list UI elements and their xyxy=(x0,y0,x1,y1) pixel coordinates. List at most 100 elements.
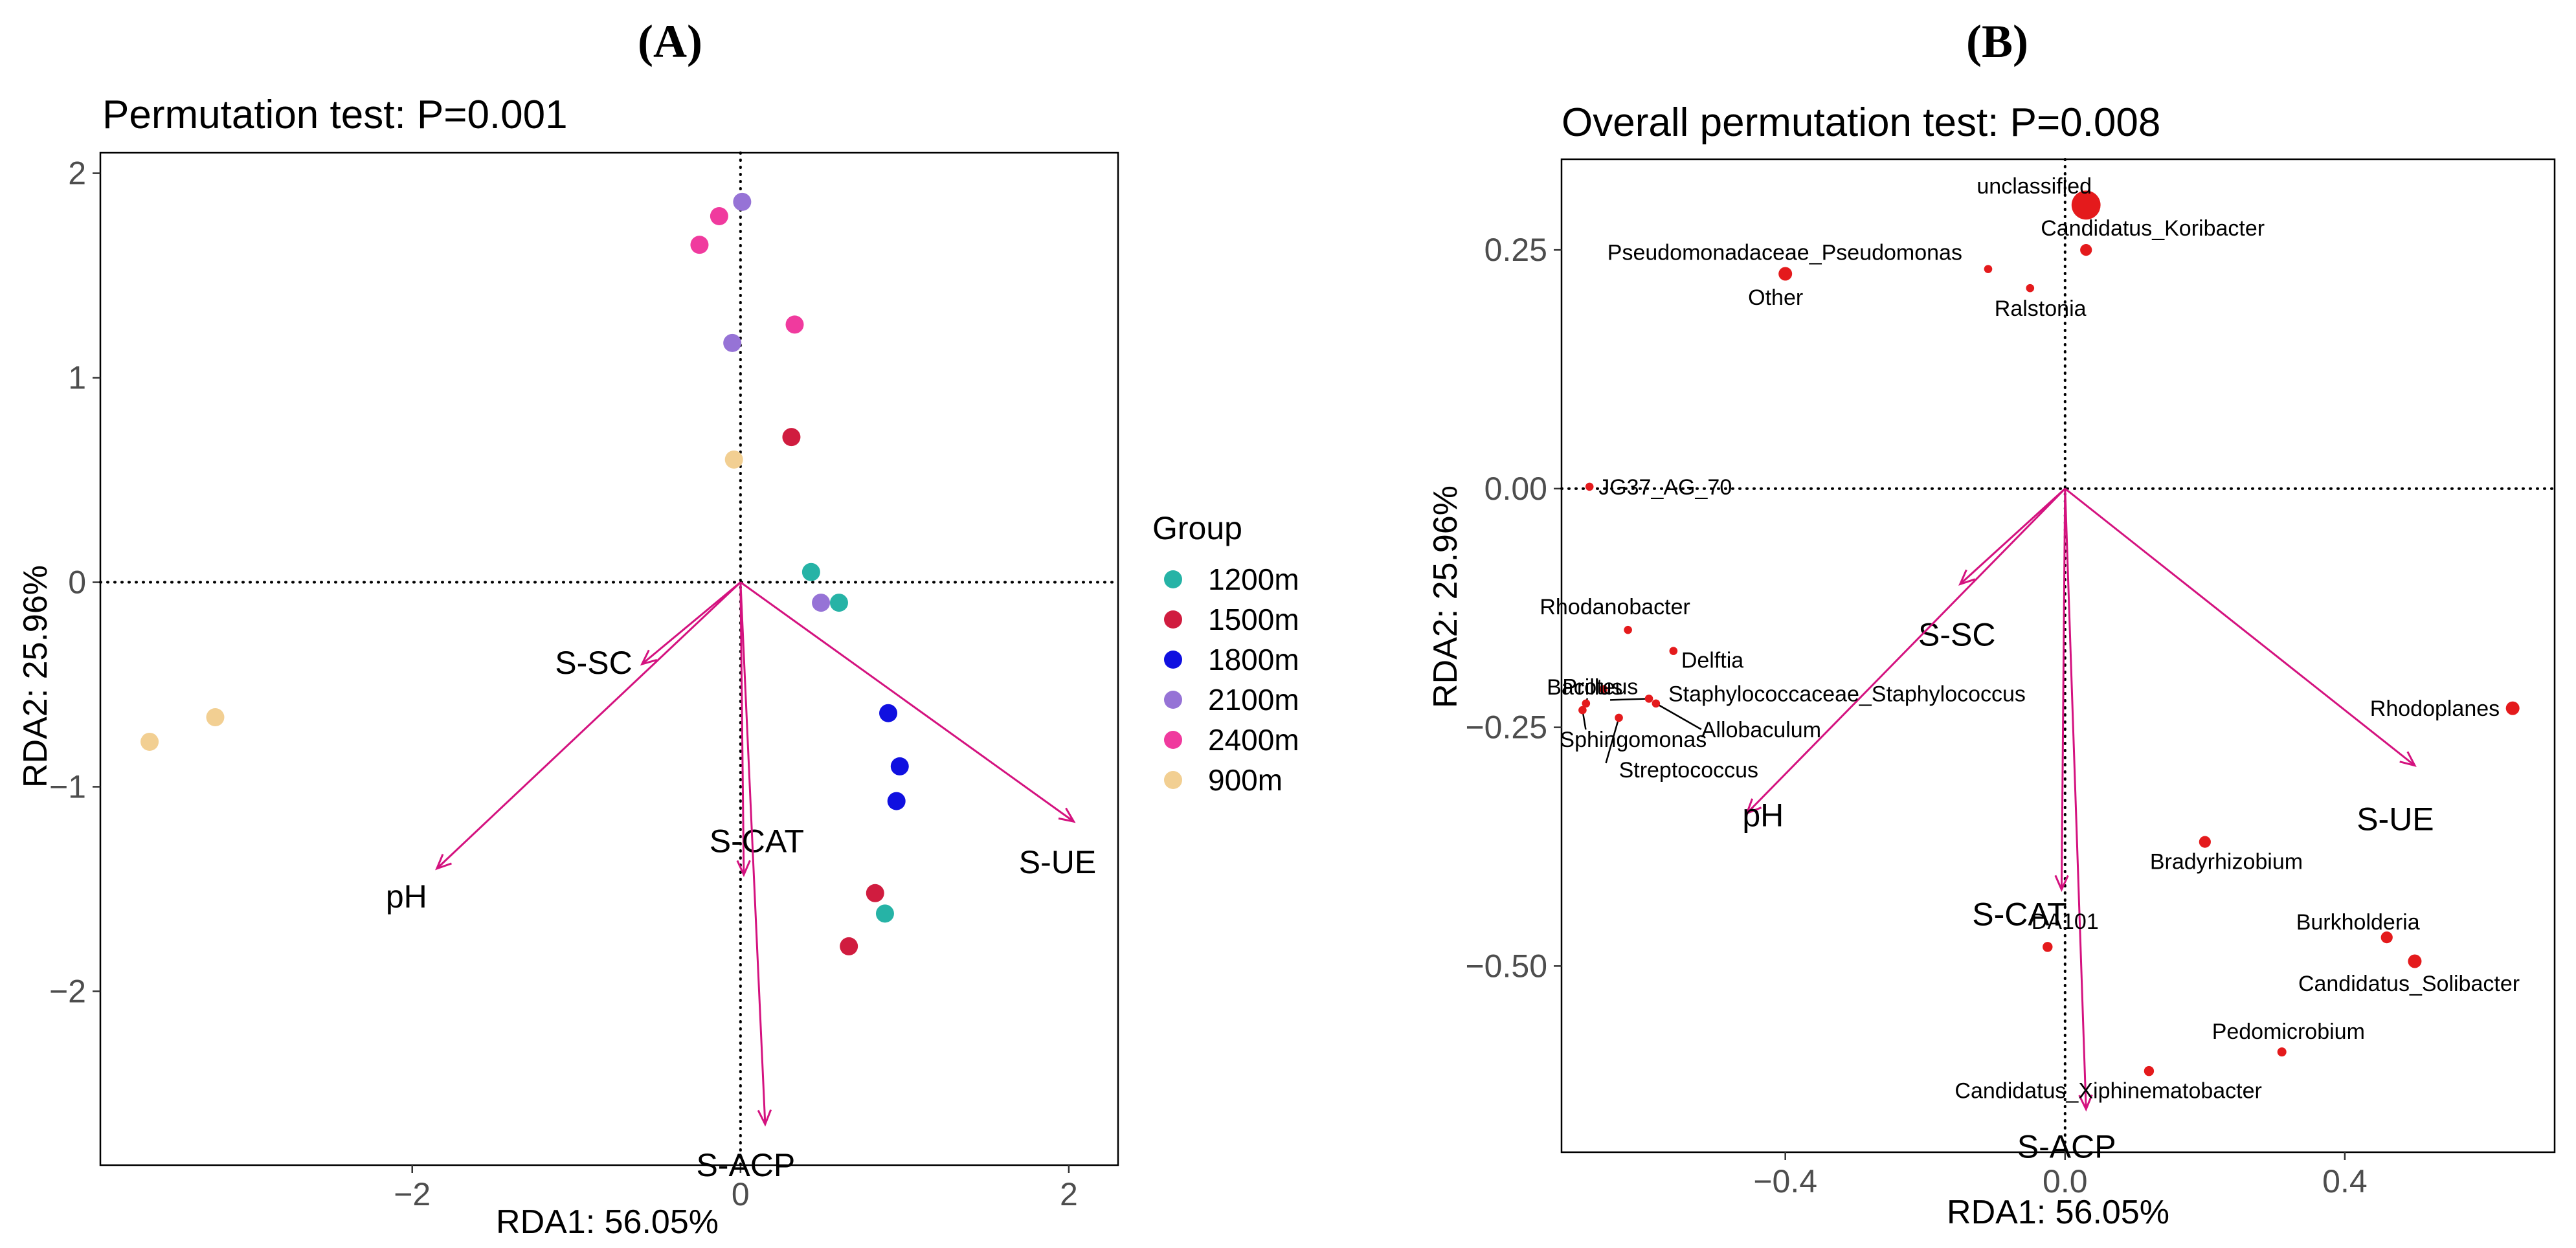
panel-b-point-allobaculum-leader xyxy=(1655,702,1702,730)
panel-b-point-candidatus-xiphinematobacter-label: Candidatus_Xiphinematobacter xyxy=(1954,1079,2261,1104)
panel-b-point-candidatus-solibacter xyxy=(2408,954,2422,968)
legend-key-2400m xyxy=(1164,731,1182,749)
legend-key-2100m xyxy=(1164,691,1182,709)
panel-b-point-bacillus-label: Bacillus xyxy=(1547,675,1622,700)
panel-b-letter: (B) xyxy=(1966,16,2028,67)
panel-b-vector-s-cat-label: S-CAT xyxy=(1972,896,2066,932)
panel-b-vector-s-sc xyxy=(1959,487,2066,585)
panel-b-point-unclassified xyxy=(2071,190,2101,220)
panel-a-point-2100m xyxy=(723,333,742,352)
panel-a-vector-s-cat xyxy=(739,582,745,875)
panel-b-y-tick-label: 0.25 xyxy=(1484,232,1547,268)
panel-b-point-da101-label: DA101 xyxy=(2032,909,2099,934)
panel-a-point-900m xyxy=(140,732,159,751)
panel-a-point-1800m xyxy=(879,704,898,722)
panel-a-point-900m xyxy=(206,708,225,727)
panel-b-vector-s-acp xyxy=(2064,488,2087,1109)
panel-a-vector-s-sc xyxy=(641,581,741,665)
panel-b-vector-s-sc-head xyxy=(1958,569,1976,586)
legend-label-1500m: 1500m xyxy=(1208,603,1299,636)
panel-b-point-pseudomonadaceae-pseudomonas-label: Pseudomonadaceae_Pseudomonas xyxy=(1607,241,1962,265)
panel-a-vector-ph-head xyxy=(435,854,452,871)
panel-b-point-bradyrhizobium-label: Bradyrhizobium xyxy=(2150,850,2303,875)
panel-b-point-sphingomonas-label: Sphingomonas xyxy=(1560,728,1707,752)
panel-a-point-900m xyxy=(724,450,743,469)
panel-b-point-bradyrhizobium xyxy=(2199,836,2211,848)
panel-b-point-allobaculum-label: Allobaculum xyxy=(1701,718,1821,742)
legend-key-900m xyxy=(1164,771,1182,789)
panel-b-y-tick-label: 0.00 xyxy=(1484,471,1547,507)
legend-label-1800m: 1800m xyxy=(1208,643,1299,676)
panel-b-frame xyxy=(1560,158,2556,1153)
panel-b-point-sphingomonas xyxy=(1578,706,1587,715)
panel-a-point-1500m xyxy=(840,937,858,955)
panel-b-point-streptococcus-leader xyxy=(1605,717,1620,764)
panel-b-y-tick-label: −0.25 xyxy=(1465,709,1547,746)
panel-a-point-2400m xyxy=(710,206,728,225)
panel-b-vector-s-cat-head xyxy=(2054,875,2069,893)
panel-b-vector-s-ue-label: S-UE xyxy=(2357,801,2434,838)
panel-a-point-1500m xyxy=(782,428,801,447)
panel-a-y-axis-label: RDA2: 25.96% xyxy=(17,565,54,788)
legend-label-2400m: 2400m xyxy=(1208,723,1299,757)
panel-b-vector-s-sc-label: S-SC xyxy=(1918,616,1995,652)
panel-a-point-2100m xyxy=(733,192,752,211)
panel-a-frame xyxy=(99,151,1119,1166)
panel-b-x-tick-label: −0.4 xyxy=(1753,1163,1817,1199)
panel-b-point-jg37-ag-70 xyxy=(1585,482,1594,491)
panel-a-vector-s-acp-label: S-ACP xyxy=(696,1147,795,1183)
panel-b-point-delftia xyxy=(1669,647,1678,655)
panel-b-vector-s-cat xyxy=(2060,488,2066,890)
panel-b-vector-s-ue-head xyxy=(2399,751,2417,767)
panel-b-point-da101 xyxy=(2043,942,2053,952)
panel-b-point-rhodoplanes xyxy=(2505,701,2520,715)
panel-b-point-burkholderia xyxy=(2380,931,2393,944)
panel-a-point-1200m xyxy=(801,563,820,581)
panel-b-point-streptococcus xyxy=(1615,713,1623,722)
panel-a-vector-s-acp xyxy=(739,582,767,1124)
panel-b-point-ralstonia-label: Ralstonia xyxy=(1995,296,2087,321)
panel-a-vector-s-cat-label: S-CAT xyxy=(710,823,804,859)
panel-b-point-burkholderia-label: Burkholderia xyxy=(2296,910,2420,935)
panel-b-point-bacillus xyxy=(1582,699,1591,708)
panel-a-point-1500m xyxy=(866,884,884,902)
panel-b-point-other-label: Other xyxy=(1748,285,1803,310)
legend: Group 1200m 1500m 1800m 2100m 2400m 900m xyxy=(1152,510,1299,797)
legend-key-1800m xyxy=(1164,651,1182,669)
panel-a-vector-s-ue xyxy=(739,581,1075,823)
panel-b-point-other xyxy=(1778,267,1793,281)
panel-b-point-jg37-ag-70-label: JG37_AG_70 xyxy=(1598,475,1732,500)
panel-a-point-2400m xyxy=(785,315,804,334)
panel-b-point-candidatus-xiphinematobacter xyxy=(2144,1065,2155,1076)
panel-b-vector-s-ue xyxy=(2064,487,2415,766)
panel-a-letter: (A) xyxy=(638,16,702,67)
panel-a-point-2100m xyxy=(812,594,831,612)
legend-key-1500m xyxy=(1164,610,1182,629)
panel-a-y-tick-label: 2 xyxy=(68,155,86,192)
panel-b-y-axis-label: RDA2: 25.96% xyxy=(1427,485,1464,708)
panel-b-vector-ph-label: pH xyxy=(1742,797,1784,833)
panel-a-vector-ph xyxy=(436,581,741,869)
panel-b-point-unclassified-label: unclassified xyxy=(1977,174,2092,199)
panel-b-x-tick-label: 0.4 xyxy=(2322,1163,2368,1199)
panel-b-point-allobaculum xyxy=(1652,699,1661,708)
panel-b-point-candidatus-koribacter-label: Candidatus_Koribacter xyxy=(2041,216,2265,241)
panel-a-x-tick-label: −2 xyxy=(394,1176,431,1212)
legend-title: Group xyxy=(1152,510,1242,546)
panel-a-vector-s-ue-label: S-UE xyxy=(1019,844,1096,880)
panel-b-vector-ph-head xyxy=(1745,798,1762,816)
panel-a-vector-ph-label: pH xyxy=(386,878,427,915)
panel-b-point-streptococcus-label: Streptococcus xyxy=(1619,758,1758,783)
panel-b-point-pedomicrobium-label: Pedomicrobium xyxy=(2212,1020,2365,1044)
panel-b-point-rhodanobacter xyxy=(1624,625,1632,634)
legend-label-900m: 900m xyxy=(1208,763,1282,797)
panel-b-plot: −0.4 0.0 0.4 −0.50 −0.25 0.00 0.25 S-SC pH S-CAT S… xyxy=(1465,158,2556,1199)
panel-a-point-1200m xyxy=(875,904,894,923)
panel-a-point-2400m xyxy=(690,236,709,254)
panel-b-point-delftia-label: Delftia xyxy=(1681,649,1743,673)
panel-a-point-1200m xyxy=(829,594,848,612)
panel-b-point-pedomicrobium xyxy=(2277,1047,2287,1057)
legend-label-2100m: 2100m xyxy=(1208,683,1299,717)
panel-a-point-1800m xyxy=(890,757,909,775)
